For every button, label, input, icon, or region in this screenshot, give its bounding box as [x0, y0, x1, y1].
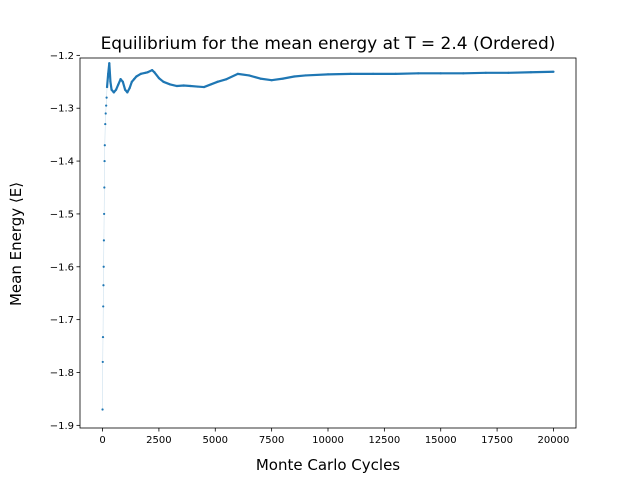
data-point — [101, 408, 104, 411]
data-point — [157, 76, 161, 80]
data-point — [107, 72, 110, 75]
data-point — [259, 77, 262, 80]
data-point — [103, 186, 106, 189]
data-point — [216, 80, 219, 83]
data-point — [304, 74, 307, 77]
data-point — [128, 87, 131, 90]
data-point — [144, 71, 147, 74]
data-point — [225, 78, 228, 81]
plot-area — [101, 62, 555, 411]
x-tick-label: 2500 — [146, 435, 171, 446]
x-tick-label: 12500 — [368, 435, 400, 446]
y-tick-label: −1.9 — [50, 421, 74, 432]
y-tick-label: −1.2 — [50, 51, 74, 62]
y-tick-label: −1.5 — [50, 209, 74, 220]
x-tick-label: 15000 — [425, 435, 457, 446]
y-tick-label: −1.3 — [50, 104, 74, 115]
x-axis-ticks: 0 2500 5000 7500 10000 12500 15000 17500 20000 — [99, 428, 569, 446]
data-point — [114, 88, 118, 91]
x-tick-label: 0 — [99, 435, 105, 446]
data-point — [103, 159, 106, 163]
axes-frame — [79, 57, 577, 429]
data-point — [202, 85, 206, 89]
data-point — [102, 265, 105, 268]
data-point — [139, 72, 142, 75]
data-point — [439, 72, 442, 75]
y-axis-ticks: −1.9 −1.8 −1.7 −1.6 −1.5 −1.4 −1.3 −1.2 — [50, 51, 80, 432]
data-point — [529, 71, 533, 74]
data-point — [135, 75, 138, 78]
y-tick-label: −1.4 — [50, 157, 74, 168]
x-axis-label: Monte Carlo Cycles — [256, 456, 400, 474]
data-point — [175, 84, 179, 88]
data-point — [102, 239, 105, 242]
data-point — [189, 84, 192, 88]
data-point — [117, 83, 120, 86]
x-tick-label: 17500 — [481, 435, 513, 446]
data-point — [349, 72, 352, 75]
data-point — [151, 69, 154, 72]
data-point — [281, 77, 285, 80]
data-point — [462, 72, 465, 75]
x-tick-label: 10000 — [312, 435, 344, 446]
data-point — [209, 83, 212, 86]
data-point — [169, 83, 172, 86]
data-point — [108, 62, 111, 65]
data-point — [103, 212, 106, 216]
data-point — [146, 71, 149, 74]
x-tick-label: 20000 — [538, 435, 570, 446]
data-point — [196, 85, 199, 88]
data-point — [182, 84, 185, 87]
data-point — [126, 91, 129, 94]
data-point — [162, 80, 165, 83]
data-point — [293, 75, 296, 78]
data-point — [101, 335, 105, 339]
data-point — [270, 79, 273, 82]
data-point — [102, 305, 105, 308]
data-point — [417, 72, 420, 75]
chart-title: Equilibrium for the mean energy at T = 2… — [101, 34, 556, 54]
x-tick-label: 5000 — [203, 435, 228, 446]
data-point — [103, 144, 106, 147]
data-point — [101, 360, 104, 364]
data-point — [105, 104, 108, 107]
data-point — [326, 73, 330, 76]
data-point — [507, 71, 510, 74]
data-point — [133, 78, 136, 81]
data-point — [153, 71, 156, 74]
data-point — [484, 71, 487, 74]
data-point — [110, 88, 113, 91]
data-point — [112, 91, 115, 94]
series-trace-initial — [102, 63, 110, 410]
y-tick-label: −1.7 — [50, 315, 74, 326]
data-point — [247, 74, 251, 77]
data-point — [552, 70, 555, 73]
x-tick-label: 7500 — [259, 435, 284, 446]
y-axis-label: Mean Energy ⟨E⟩ — [7, 182, 25, 306]
data-point — [236, 72, 239, 75]
data-point — [123, 88, 127, 91]
data-point — [394, 72, 397, 75]
data-point — [104, 112, 107, 115]
data-point — [121, 80, 124, 83]
y-tick-label: −1.6 — [50, 262, 74, 273]
data-point — [105, 96, 108, 99]
data-point — [109, 80, 112, 83]
data-point — [130, 80, 133, 83]
data-point — [371, 72, 375, 75]
data-point — [105, 85, 109, 89]
y-tick-label: −1.8 — [50, 368, 74, 379]
data-point — [102, 284, 105, 287]
data-point — [119, 78, 122, 81]
data-point — [104, 122, 107, 126]
